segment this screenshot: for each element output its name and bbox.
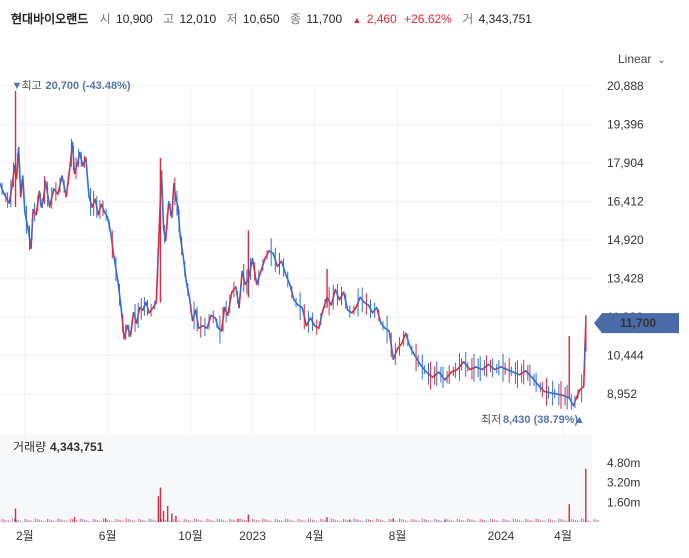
last-price-label: 11,700 [620, 316, 656, 330]
price-tick-label: 8,952 [607, 387, 637, 401]
price-segment-up [495, 367, 501, 370]
price-segment-up [470, 367, 476, 370]
price-segment-down [489, 364, 495, 369]
price-segment-down [526, 371, 532, 377]
time-tick-label: 6월 [99, 529, 117, 543]
volume-tick-label: 3.20m [607, 476, 640, 490]
price-series [0, 91, 586, 410]
price-segment-down [426, 372, 432, 377]
time-tick-label: 2월 [16, 529, 34, 543]
price-segment-down [507, 370, 513, 373]
volume-tick-label: 4.80m [607, 456, 640, 470]
price-segment-down [563, 395, 569, 398]
min-arrow-icon: ▲ [574, 414, 585, 426]
max-label-value: 20,700 (-43.48%) [46, 80, 131, 92]
price-segment-down [513, 372, 519, 375]
volume-title-value: 4,343,751 [50, 440, 104, 454]
price-segment-down [476, 367, 482, 370]
price-segment-up [433, 372, 439, 377]
price-segment-down [501, 367, 507, 370]
price-segment-down [538, 385, 544, 391]
price-tick-label: 20,888 [607, 79, 644, 93]
price-segment-up [451, 370, 457, 373]
volume-tick-label: 1.60m [607, 495, 640, 509]
price-segment-down [439, 372, 445, 380]
volume-title: 거래량 [13, 440, 46, 454]
time-tick-label: 4월 [554, 529, 572, 543]
price-segment-up [520, 371, 526, 375]
price-segment-up [457, 362, 463, 370]
price-segment-up [482, 364, 488, 369]
min-label-text: 최저 [481, 413, 501, 426]
price-tick-label: 17,904 [607, 156, 644, 170]
price-segment-down [532, 377, 538, 385]
price-tick-label: 10,444 [607, 349, 644, 363]
time-tick-label: 4월 [306, 529, 324, 543]
price-segment-down [544, 391, 550, 392]
price-tick-label: 19,396 [607, 118, 644, 132]
price-tick-label: 13,428 [607, 272, 644, 286]
time-tick-label: 10월 [178, 529, 202, 543]
price-segment-up [445, 372, 451, 380]
time-tick-label: 2024 [488, 529, 515, 543]
price-tick-label: 16,412 [607, 195, 644, 209]
time-tick-label: 2023 [239, 529, 266, 543]
price-tick-label: 14,920 [607, 233, 644, 247]
max-label-text: 최고 [22, 79, 42, 92]
price-segment-down [420, 364, 426, 372]
price-segment-down [464, 362, 470, 370]
min-label-value: 8,430 (38.79%) [503, 414, 579, 426]
time-tick-label: 8월 [389, 529, 407, 543]
